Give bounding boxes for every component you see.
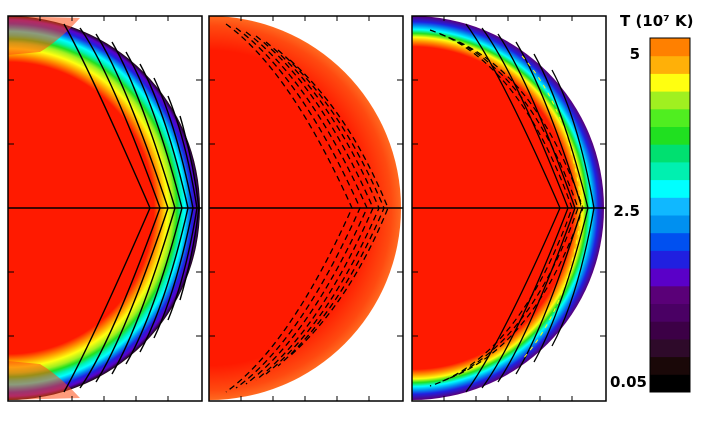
panel-left-ticks	[8, 16, 202, 401]
colorbar: T (10⁷ K) 5 2.5 0.05	[610, 12, 693, 393]
colorbar-swatch	[650, 179, 690, 198]
panel-left	[7, 15, 203, 402]
panel-right	[411, 15, 607, 402]
panel-middle-ticks	[209, 16, 403, 401]
colorbar-frame	[649, 37, 691, 393]
colorbar-swatch	[650, 232, 690, 251]
colorbar-swatch	[650, 126, 690, 145]
colorbar-swatch	[650, 161, 690, 181]
colorbar-swatch	[650, 321, 690, 340]
panel-middle	[208, 15, 404, 402]
colorbar-swatch	[650, 374, 690, 393]
colorbar-swatch	[650, 73, 690, 92]
panel-left-upper-band	[8, 16, 80, 55]
colorbar-swatches	[650, 38, 690, 393]
colorbar-swatch	[650, 268, 690, 287]
colorbar-swatch	[650, 215, 690, 234]
colorbar-swatch	[650, 55, 690, 74]
colorbar-swatch	[650, 144, 690, 163]
colorbar-swatch	[650, 197, 690, 216]
colorbar-tick-bottom: 0.05	[610, 373, 647, 391]
colorbar-swatch	[650, 91, 690, 110]
colorbar-tick-middle: 2.5	[613, 202, 640, 220]
colorbar-swatch	[650, 250, 690, 269]
colorbar-tick-top: 5	[630, 45, 640, 63]
colorbar-swatch	[650, 356, 690, 375]
panel-right-ticks	[412, 16, 606, 401]
colorbar-swatch	[650, 338, 690, 358]
colorbar-swatch	[650, 108, 690, 127]
colorbar-swatch	[650, 38, 690, 57]
colorbar-swatch	[650, 303, 690, 322]
colorbar-swatch	[650, 285, 690, 304]
colorbar-title: T (10⁷ K)	[620, 12, 693, 30]
panel-left-lower-band	[8, 361, 80, 400]
